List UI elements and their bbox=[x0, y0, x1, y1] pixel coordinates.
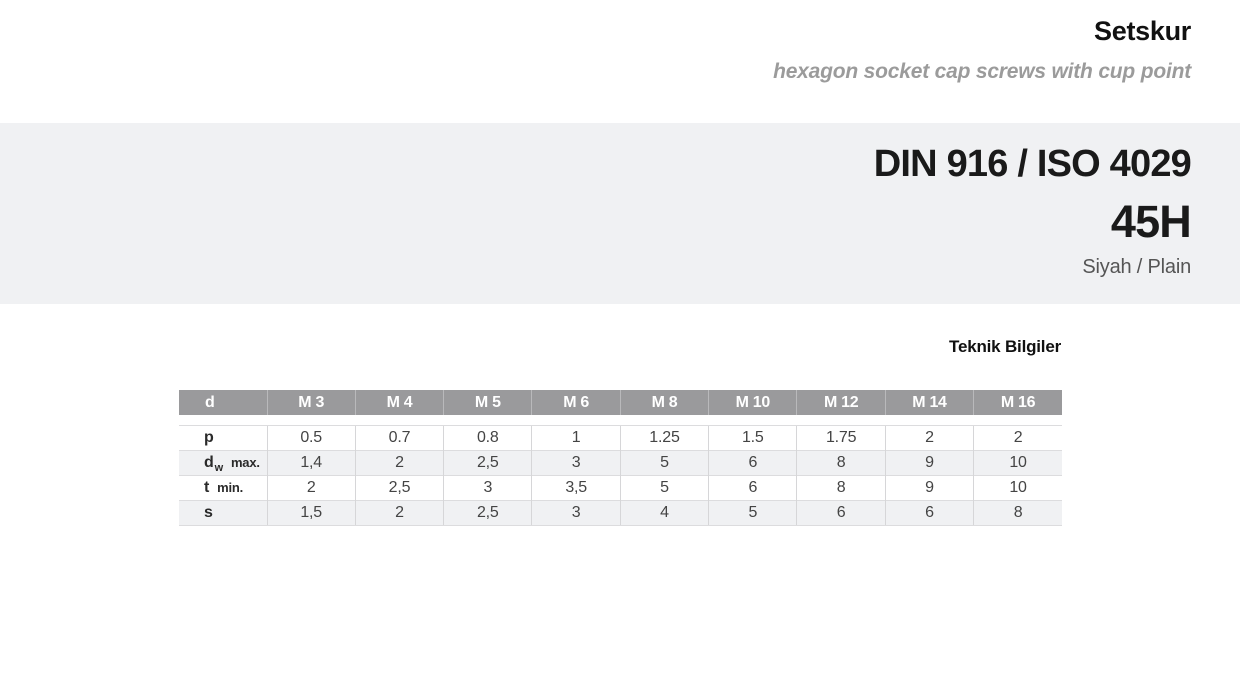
column-header: M 3 bbox=[266, 390, 356, 415]
table-cell: 8 bbox=[796, 475, 886, 501]
table-row: p 0.5 0.7 0.8 1 1.25 1.5 1.75 2 2 bbox=[179, 425, 1062, 451]
table-cell: 5 bbox=[619, 450, 709, 476]
table-cell: 10 bbox=[973, 475, 1062, 501]
surface-finish: Siyah / Plain bbox=[1082, 256, 1191, 278]
table-spacer bbox=[179, 415, 1062, 426]
table-cell: 0.8 bbox=[443, 425, 532, 451]
table-cell: 2,5 bbox=[443, 500, 532, 526]
column-header: M 14 bbox=[884, 390, 974, 415]
table-cell: 4 bbox=[619, 500, 709, 526]
row-qualifier: min. bbox=[217, 480, 244, 495]
table-cell: 3,5 bbox=[531, 475, 621, 501]
row-symbol: s bbox=[204, 504, 213, 521]
column-header: M 4 bbox=[354, 390, 444, 415]
table-row: s 1,5 2 2,5 3 4 5 6 6 8 bbox=[179, 500, 1062, 526]
table-cell: 1.25 bbox=[619, 425, 709, 451]
table-cell: 1.5 bbox=[708, 425, 797, 451]
table-cell: 1.75 bbox=[796, 425, 886, 451]
standard-code: DIN 916 / ISO 4029 bbox=[873, 143, 1192, 185]
table-cell: 6 bbox=[796, 500, 886, 526]
table-cell: 0.5 bbox=[266, 425, 356, 451]
table-cell: 3 bbox=[531, 500, 621, 526]
column-header: M 5 bbox=[443, 390, 532, 415]
table-cell: 6 bbox=[708, 475, 797, 501]
standard-band: DIN 916 / ISO 4029 45H Siyah / Plain bbox=[0, 123, 1240, 304]
table-cell: 2 bbox=[973, 425, 1062, 451]
row-symbol: p bbox=[204, 429, 214, 446]
column-header: M 6 bbox=[531, 390, 621, 415]
row-label: p bbox=[179, 425, 267, 451]
table-cell: 5 bbox=[708, 500, 797, 526]
row-label: t min. bbox=[179, 475, 267, 501]
table-cell: 1 bbox=[531, 425, 621, 451]
row-symbol: d bbox=[204, 454, 214, 471]
row-symbol: t bbox=[204, 479, 210, 496]
table-body: p 0.5 0.7 0.8 1 1.25 1.5 1.75 2 2 dw max. 1,4 2 2,5 3 5 6… bbox=[179, 415, 1062, 526]
column-header: M 8 bbox=[619, 390, 709, 415]
column-header: M 16 bbox=[973, 390, 1062, 415]
table-row: dw max. 1,4 2 2,5 3 5 6 8 9 10 bbox=[179, 450, 1062, 476]
section-title: Teknik Bilgiler bbox=[949, 337, 1061, 356]
table-row: t min. 2 2,5 3 3,5 5 6 8 9 10 bbox=[179, 475, 1062, 501]
table-cell: 2 bbox=[354, 500, 444, 526]
table-cell: 1,5 bbox=[266, 500, 356, 526]
table-cell: 5 bbox=[619, 475, 709, 501]
product-title: Setskur bbox=[1094, 16, 1191, 46]
column-header: M 10 bbox=[708, 390, 797, 415]
table-cell: 2,5 bbox=[443, 450, 532, 476]
table-cell: 2 bbox=[354, 450, 444, 476]
row-label: dw max. bbox=[179, 450, 267, 476]
table-cell: 3 bbox=[443, 475, 532, 501]
product-subtitle: hexagon socket cap screws with cup point bbox=[773, 60, 1191, 83]
table-cell: 6 bbox=[884, 500, 974, 526]
table-cell: 8 bbox=[796, 450, 886, 476]
table-cell: 9 bbox=[884, 475, 974, 501]
header-label: d bbox=[179, 390, 267, 415]
row-label: s bbox=[179, 500, 267, 526]
table-cell: 6 bbox=[708, 450, 797, 476]
strength-grade: 45H bbox=[1110, 196, 1192, 247]
table-cell: 0.7 bbox=[354, 425, 444, 451]
table-cell: 1,4 bbox=[266, 450, 356, 476]
table-cell: 2,5 bbox=[354, 475, 444, 501]
table-cell: 2 bbox=[884, 425, 974, 451]
row-subscript: w bbox=[214, 462, 224, 474]
table-cell: 9 bbox=[884, 450, 974, 476]
table-cell: 10 bbox=[973, 450, 1062, 476]
table-cell: 8 bbox=[973, 500, 1062, 526]
table-cell: 2 bbox=[266, 475, 356, 501]
table-cell: 3 bbox=[531, 450, 621, 476]
row-qualifier: max. bbox=[230, 455, 260, 470]
column-header: M 12 bbox=[796, 390, 886, 415]
